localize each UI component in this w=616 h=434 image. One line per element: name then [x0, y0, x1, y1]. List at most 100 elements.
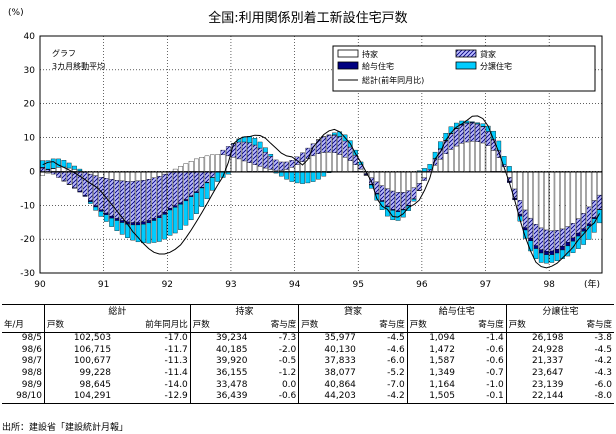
bar-layer	[40, 120, 602, 264]
sub-header-yoy: 前年同月比	[113, 320, 191, 333]
data-table: 総計 持家 貸家 給与住宅 分譲住宅 年/月 戸数 前年同月比 戸数 寄与度 戸…	[2, 304, 614, 404]
bar-segment	[188, 196, 194, 221]
bar-segment	[257, 141, 263, 149]
bar-segment	[326, 151, 332, 172]
bar-segment	[321, 171, 327, 177]
bar-segment	[522, 227, 528, 231]
bar-segment	[565, 242, 571, 247]
bar-segment	[544, 251, 549, 255]
bar-segment	[517, 171, 523, 201]
sub-header-contribution: 寄与度	[565, 320, 614, 333]
bar-segment	[268, 169, 274, 172]
cell: -2.0	[278, 344, 297, 355]
series-line-total	[42, 115, 601, 269]
bar-segment	[443, 132, 449, 141]
bar-segment	[125, 181, 130, 223]
cell: -4.2	[594, 356, 612, 367]
bar-segment	[305, 171, 311, 184]
bar-segment	[241, 141, 247, 162]
legend-label-owner: 持家	[362, 49, 378, 59]
cell: 36,155	[189, 367, 250, 380]
source-note: 出所：建設省「建設統計月報」	[2, 423, 129, 433]
bar-segment	[385, 171, 390, 189]
y-unit-label: (%)	[8, 8, 24, 18]
bar-segment	[88, 201, 93, 204]
bar-segment	[188, 171, 194, 196]
bar-segment	[533, 248, 539, 259]
bar-segment	[199, 157, 205, 172]
cell: 22,144	[505, 390, 566, 404]
y-tick-label: -10	[20, 201, 35, 211]
bar-segment	[236, 141, 242, 160]
bar-segment	[528, 217, 533, 239]
bar-segment	[570, 171, 576, 224]
cell: 24,928	[505, 344, 566, 357]
bar-segment	[549, 254, 555, 263]
bar-segment	[146, 179, 152, 221]
bar-segment	[538, 227, 544, 250]
bar-segment	[82, 172, 88, 196]
bar-segment	[194, 192, 199, 214]
bar-segment	[560, 246, 565, 251]
bar-segment	[342, 140, 348, 158]
bar-segment	[454, 128, 459, 147]
bar-segment	[72, 169, 77, 172]
bar-segment	[98, 211, 104, 217]
bar-segment	[109, 215, 114, 219]
bar-segment	[77, 190, 83, 193]
bar-segment	[247, 142, 252, 163]
bar-segment	[560, 249, 565, 259]
cell: 1,349	[406, 367, 457, 380]
bar-segment	[109, 171, 114, 180]
bar-segment	[406, 171, 411, 191]
bar-segment	[268, 153, 274, 157]
bar-segment	[119, 222, 125, 235]
cell: 23,647	[505, 367, 566, 380]
bar-segment	[77, 168, 83, 171]
bar-segment	[554, 171, 560, 231]
bar-segment	[575, 218, 581, 234]
bar-segment	[162, 173, 167, 213]
x-tick-label: 98	[543, 280, 555, 290]
bar-segment	[220, 149, 226, 156]
bar-segment	[591, 218, 597, 233]
legend-swatch-rental	[455, 49, 477, 58]
cell: 40,864	[298, 379, 358, 391]
bar-segment	[135, 171, 141, 182]
plot-frame	[39, 35, 603, 274]
bar-segment	[300, 171, 305, 184]
bar-segment	[93, 205, 99, 208]
bar-segment	[491, 150, 496, 172]
bar-segment	[40, 167, 46, 172]
bar-segment	[406, 205, 411, 211]
bar-segment	[491, 139, 496, 151]
x-tick-label: 90	[34, 280, 46, 290]
bar-segment	[130, 171, 136, 182]
bar-segment	[570, 223, 576, 238]
bar-segment	[454, 145, 459, 172]
cell: 40,130	[298, 344, 358, 357]
bar-segment	[66, 162, 72, 169]
chart: 全国:利用関係別着工新設住宅戸数 (%) (年) 40 30 20 10 0 -10 -20…	[8, 8, 603, 290]
cell: -4.6	[387, 344, 405, 355]
bar-segment	[167, 171, 173, 209]
cell: 1,472	[406, 344, 457, 357]
bar-segment	[438, 159, 443, 172]
bar-segment	[130, 224, 136, 241]
bar-segment	[581, 171, 586, 214]
bar-segment	[109, 217, 114, 227]
bar-segment	[560, 171, 565, 230]
bar-segment	[199, 187, 205, 207]
cell: -1.0	[486, 379, 504, 390]
bar-segment	[204, 171, 210, 183]
bar-segment	[480, 142, 486, 172]
y-tick-label: 10	[24, 134, 36, 144]
bar-segment	[183, 199, 189, 202]
bar-segment	[374, 181, 380, 194]
bar-segment	[220, 171, 226, 178]
legend-label-condo: 分譲住宅	[480, 61, 512, 71]
bar-segment	[172, 168, 178, 172]
bar-segment	[395, 192, 401, 211]
bar-segment	[395, 171, 401, 193]
bar-segment	[475, 123, 480, 142]
